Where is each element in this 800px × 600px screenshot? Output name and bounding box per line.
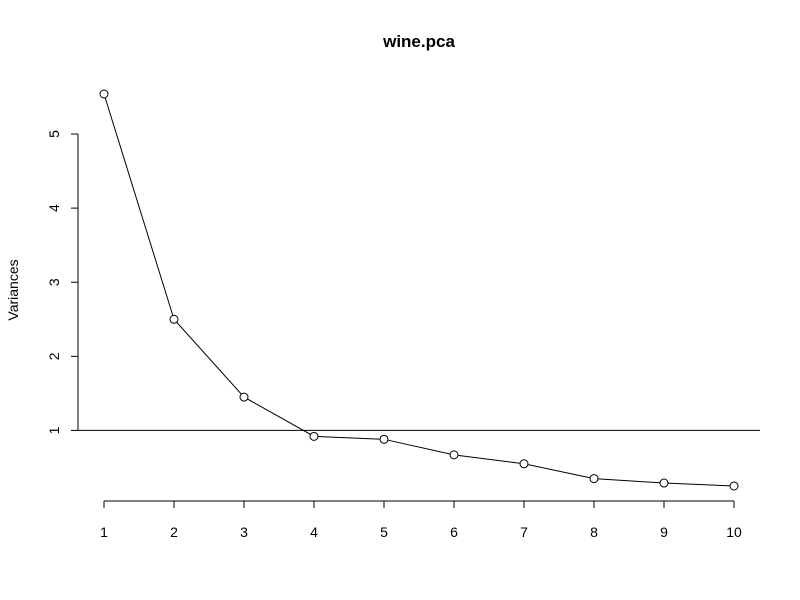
chart-title: wine.pca (382, 32, 455, 51)
x-tick-label: 3 (240, 524, 248, 540)
y-tick-label: 2 (46, 352, 62, 360)
y-tick-label: 3 (46, 278, 62, 286)
x-axis: 1 2 3 4 5 6 7 8 9 10 (100, 500, 742, 540)
y-tick-label: 5 (46, 130, 62, 138)
data-point (309, 431, 319, 441)
x-tick-label: 1 (100, 524, 108, 540)
x-tick-label: 8 (590, 524, 598, 540)
data-point (239, 392, 249, 402)
data-point (589, 474, 599, 484)
y-axis-label: Variances (5, 259, 21, 320)
x-tick-label: 5 (380, 524, 388, 540)
data-point (169, 314, 179, 324)
data-point (379, 434, 389, 444)
x-tick-label: 2 (170, 524, 178, 540)
data-point (729, 481, 739, 491)
data-point (449, 450, 459, 460)
x-tick-label: 4 (310, 524, 318, 540)
data-point (519, 459, 529, 469)
series-variances (99, 89, 739, 491)
data-point (99, 89, 109, 99)
x-tick-label: 9 (660, 524, 668, 540)
y-tick-label: 1 (46, 426, 62, 434)
x-tick-label: 6 (450, 524, 458, 540)
data-point (659, 478, 669, 488)
series-line (103, 93, 735, 487)
y-tick-label: 4 (46, 204, 62, 212)
y-axis: 1 2 3 4 5 (46, 130, 79, 434)
x-tick-label: 10 (726, 524, 742, 540)
x-tick-label: 7 (520, 524, 528, 540)
